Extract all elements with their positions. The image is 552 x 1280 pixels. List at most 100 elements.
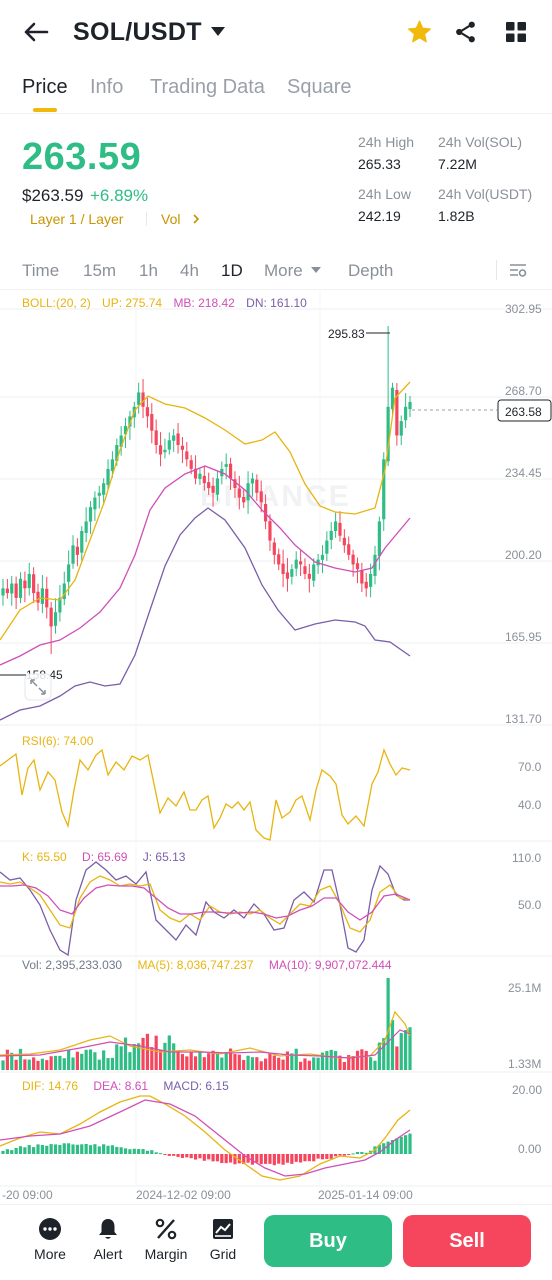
candle-body xyxy=(202,475,206,484)
volume-bar xyxy=(163,1042,167,1070)
back-arrow-icon[interactable] xyxy=(22,20,50,44)
grid-action[interactable]: Grid xyxy=(195,1217,251,1262)
volume-bar xyxy=(325,1051,329,1070)
volume-bar xyxy=(119,1046,123,1070)
volume-bar xyxy=(71,1057,75,1070)
volume-bar xyxy=(193,1056,198,1070)
volume-bar xyxy=(132,1044,136,1070)
chart-settings-icon[interactable] xyxy=(508,260,528,280)
pair-dropdown-icon[interactable] xyxy=(211,27,225,36)
candle-body xyxy=(58,597,62,613)
interval-1h[interactable]: 1h xyxy=(139,261,158,280)
macd-histogram-bar xyxy=(325,1154,329,1160)
tab-square[interactable]: Square xyxy=(287,76,352,98)
macd-histogram-bar xyxy=(53,1144,58,1154)
macd-histogram-bar xyxy=(27,1145,31,1154)
interval-bar: Time 15m 1h 4h 1D More Depth xyxy=(0,252,552,290)
boll-lower-line xyxy=(0,507,411,721)
candle-body xyxy=(176,433,180,446)
volume-bar xyxy=(294,1048,298,1070)
boll-middle-line xyxy=(0,465,411,666)
macd-histogram-bar xyxy=(71,1144,75,1154)
candle-body xyxy=(10,583,14,594)
volume-bar xyxy=(298,1061,303,1070)
candle-body xyxy=(377,521,381,557)
macd-histogram-bar xyxy=(180,1154,185,1158)
macd-histogram-bar xyxy=(351,1153,355,1155)
volume-bar xyxy=(23,1059,27,1070)
pair-title[interactable]: SOL/USDT xyxy=(73,18,202,46)
high-label: 24h High xyxy=(358,134,415,150)
buy-button[interactable]: Buy xyxy=(264,1215,392,1267)
vol-base-label: 24h Vol(SOL) xyxy=(438,134,523,150)
volume-bar xyxy=(347,1055,351,1070)
candle-body xyxy=(185,451,189,460)
macd-histogram-bar xyxy=(242,1154,246,1165)
margin-action[interactable]: Margin xyxy=(138,1217,194,1262)
macd-histogram-bar xyxy=(193,1154,198,1160)
volume-bar xyxy=(316,1057,320,1070)
axis-main-6: 131.70 xyxy=(505,712,542,726)
macd-histogram-bar xyxy=(163,1154,167,1155)
volume-bar xyxy=(386,978,390,1070)
candle-body xyxy=(298,561,303,565)
interval-time[interactable]: Time xyxy=(22,261,60,280)
candle-body xyxy=(338,522,342,536)
expand-chart-icon[interactable] xyxy=(24,673,52,701)
last-price: 263.59 xyxy=(22,136,142,178)
macd-histogram-bar xyxy=(40,1144,44,1154)
candle-body xyxy=(342,537,346,546)
candle-body xyxy=(67,564,71,582)
candle-body xyxy=(1,588,5,596)
volume-bar xyxy=(102,1050,106,1070)
tab-info[interactable]: Info xyxy=(90,76,124,98)
kline-chart[interactable]: BINANCE 263.58 295.83 158.45 302.95 268.… xyxy=(0,291,552,1204)
volume-bar xyxy=(404,1030,408,1070)
macd-histogram-bar xyxy=(132,1148,136,1154)
volume-bar xyxy=(360,1049,364,1070)
macd-histogram-bar xyxy=(259,1154,263,1165)
last-price-tag-box xyxy=(497,399,552,422)
candle-body xyxy=(233,479,237,489)
candle-body xyxy=(307,573,311,579)
alert-action[interactable]: Alert xyxy=(80,1217,136,1262)
time-label-1: -20 09:00 xyxy=(2,1188,53,1202)
macd-histogram-bar xyxy=(97,1146,101,1154)
candle-body xyxy=(180,445,185,450)
volume-bar xyxy=(395,1046,399,1070)
volume-bar xyxy=(246,1055,250,1070)
boll-upper-line xyxy=(0,381,411,641)
volume-bar xyxy=(228,1048,233,1070)
more-action[interactable]: More xyxy=(22,1217,78,1262)
interval-4h[interactable]: 4h xyxy=(180,261,199,280)
macd-legend: DIF: 14.76 DEA: 8.61 MACD: 6.15 xyxy=(22,1079,229,1093)
candle-body xyxy=(250,478,255,484)
share-icon[interactable] xyxy=(453,19,478,45)
macd-histogram-bar xyxy=(395,1138,399,1154)
candle-body xyxy=(246,483,250,501)
favorite-star-icon[interactable] xyxy=(406,19,433,45)
interval-1d[interactable]: 1D xyxy=(221,261,243,280)
candle-body xyxy=(62,583,66,600)
interval-15m[interactable]: 15m xyxy=(83,261,117,280)
interval-depth[interactable]: Depth xyxy=(348,261,394,280)
tab-trading-data[interactable]: Trading Data xyxy=(150,76,265,98)
candle-body xyxy=(255,479,259,493)
volume-bar xyxy=(75,1051,79,1070)
vol-tag[interactable]: Vol xyxy=(161,211,181,227)
axis-main-1: 302.95 xyxy=(505,302,542,316)
macd-histogram-bar xyxy=(377,1144,381,1154)
sell-button[interactable]: Sell xyxy=(403,1215,531,1267)
candle-body xyxy=(224,464,228,467)
kdj-legend: K: 65.50 D: 65.69 J: 65.13 xyxy=(22,850,185,864)
candle-body xyxy=(40,588,44,604)
volume-bar xyxy=(18,1048,23,1070)
candle-body xyxy=(268,521,272,541)
layout-grid-icon[interactable] xyxy=(505,21,527,43)
candle-body xyxy=(290,569,294,577)
tab-price[interactable]: Price xyxy=(22,76,68,98)
candle-body xyxy=(172,435,176,441)
rsi-line xyxy=(0,748,411,841)
interval-more[interactable]: More xyxy=(264,261,303,280)
category-tag[interactable]: Layer 1 / Layer xyxy=(30,211,124,227)
